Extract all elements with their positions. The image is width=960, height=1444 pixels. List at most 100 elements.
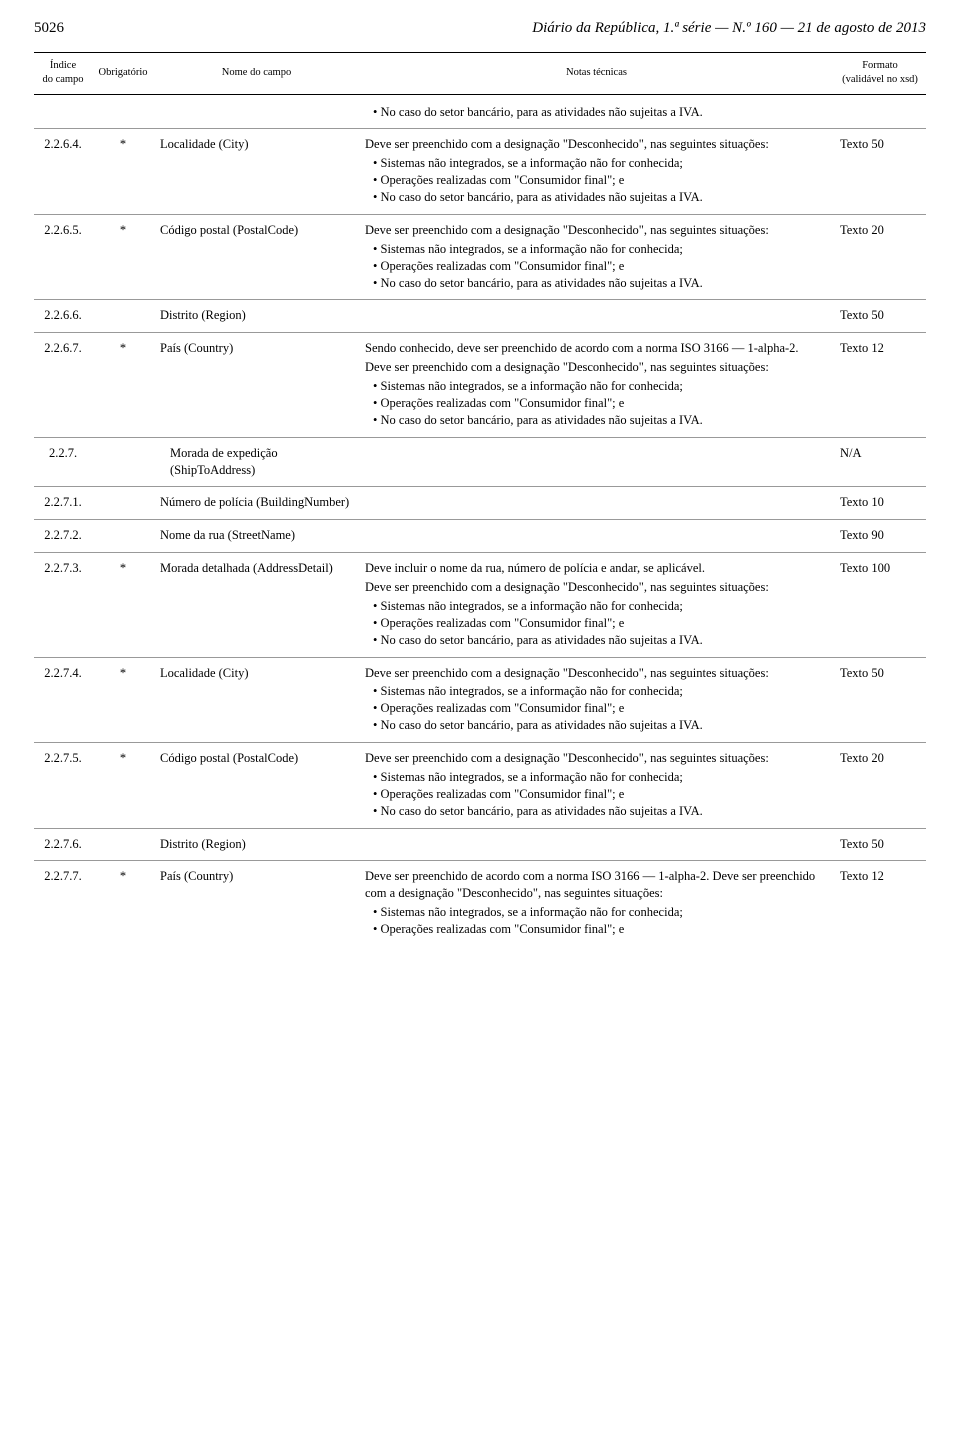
- col-index: Índicedo campo: [34, 53, 92, 94]
- note-bullet: Sistemas não integrados, se a informação…: [373, 904, 828, 921]
- table-header-row: Índicedo campo Obrigatório Nome do campo…: [34, 53, 926, 94]
- table-row: 2.2.7.7. * País (Country) Deve ser preen…: [34, 861, 926, 946]
- table-row: 2.2.7.4. * Localidade (City) Deve ser pr…: [34, 657, 926, 743]
- cell-name: Código postal (PostalCode): [154, 743, 359, 829]
- cell-index: 2.2.7.3.: [34, 553, 92, 657]
- cell-format: Texto 90: [834, 520, 926, 553]
- cell-mandatory: *: [92, 743, 154, 829]
- note-bullet: Sistemas não integrados, se a informação…: [373, 769, 828, 786]
- note-bullet: Operações realizadas com "Consumidor fin…: [373, 921, 828, 938]
- note-bullet: Sistemas não integrados, se a informação…: [373, 241, 828, 258]
- note-bullet: Sistemas não integrados, se a informação…: [373, 378, 828, 395]
- note-bullet: Sistemas não integrados, se a informação…: [373, 155, 828, 172]
- cell-name: Localidade (City): [154, 657, 359, 743]
- cell-notes: Deve ser preenchido de acordo com a norm…: [359, 861, 834, 946]
- cell-format: Texto 10: [834, 487, 926, 520]
- cell-notes: [359, 437, 834, 487]
- table-row: 2.2.7.6. Distrito (Region) Texto 50: [34, 828, 926, 861]
- note-para: Deve ser preenchido com a designação "De…: [365, 222, 828, 239]
- note-para: Deve ser preenchido com a designação "De…: [365, 579, 828, 596]
- note-para: Deve ser preenchido com a designação "De…: [365, 750, 828, 767]
- cell-index: 2.2.7.6.: [34, 828, 92, 861]
- cell-format: Texto 12: [834, 333, 926, 437]
- cell-name: Morada detalhada (AddressDetail): [154, 553, 359, 657]
- cell-format: Texto 50: [834, 129, 926, 215]
- cell-notes: [359, 300, 834, 333]
- cell-notes: No caso do setor bancário, para as ativi…: [359, 94, 834, 129]
- cell-index: 2.2.7.5.: [34, 743, 92, 829]
- cell-name: País (Country): [154, 861, 359, 946]
- cell-format: Texto 100: [834, 553, 926, 657]
- fields-table: Índicedo campo Obrigatório Nome do campo…: [34, 52, 926, 946]
- note-para: Deve ser preenchido de acordo com a norm…: [365, 868, 828, 902]
- cell-mandatory: [92, 487, 154, 520]
- cell-notes: Deve ser preenchido com a designação "De…: [359, 743, 834, 829]
- cell-mandatory: [92, 437, 154, 487]
- cell-index: 2.2.7.7.: [34, 861, 92, 946]
- note-bullet: No caso do setor bancário, para as ativi…: [373, 803, 828, 820]
- cell-format: Texto 20: [834, 743, 926, 829]
- table-row: 2.2.6.7. * País (Country) Sendo conhecid…: [34, 333, 926, 437]
- cell-notes: Sendo conhecido, deve ser preenchido de …: [359, 333, 834, 437]
- cell-index: 2.2.6.5.: [34, 214, 92, 300]
- cell-name: Distrito (Region): [154, 300, 359, 333]
- cell-mandatory: [92, 94, 154, 129]
- col-notes: Notas técnicas: [359, 53, 834, 94]
- cell-mandatory: *: [92, 861, 154, 946]
- page-number: 5026: [34, 18, 64, 38]
- cell-mandatory: *: [92, 129, 154, 215]
- note-bullet: Operações realizadas com "Consumidor fin…: [373, 615, 828, 632]
- table-row: 2.2.7.2. Nome da rua (StreetName) Texto …: [34, 520, 926, 553]
- cell-notes: [359, 487, 834, 520]
- cell-mandatory: [92, 300, 154, 333]
- col-format: Formato(validável no xsd): [834, 53, 926, 94]
- cell-mandatory: [92, 828, 154, 861]
- cell-name: País (Country): [154, 333, 359, 437]
- cell-notes: [359, 520, 834, 553]
- table-row: No caso do setor bancário, para as ativi…: [34, 94, 926, 129]
- cell-mandatory: *: [92, 657, 154, 743]
- cell-mandatory: *: [92, 333, 154, 437]
- cell-index: 2.2.6.7.: [34, 333, 92, 437]
- cell-format: Texto 12: [834, 861, 926, 946]
- cell-mandatory: [92, 520, 154, 553]
- cell-index: 2.2.7.1.: [34, 487, 92, 520]
- cell-format: Texto 50: [834, 657, 926, 743]
- cell-notes: Deve incluir o nome da rua, número de po…: [359, 553, 834, 657]
- cell-format: Texto 50: [834, 828, 926, 861]
- cell-name: [154, 94, 359, 129]
- note-bullet: Operações realizadas com "Consumidor fin…: [373, 700, 828, 717]
- note-bullet: No caso do setor bancário, para as ativi…: [373, 104, 828, 121]
- cell-name: Código postal (PostalCode): [154, 214, 359, 300]
- cell-format: [834, 94, 926, 129]
- table-row: 2.2.6.4. * Localidade (City) Deve ser pr…: [34, 129, 926, 215]
- cell-name: Localidade (City): [154, 129, 359, 215]
- cell-notes: Deve ser preenchido com a designação "De…: [359, 657, 834, 743]
- table-row: 2.2.7. Morada de expedição (ShipToAddres…: [34, 437, 926, 487]
- publication-title: Diário da República, 1.ª série — N.º 160…: [532, 18, 926, 38]
- note-para: Deve ser preenchido com a designação "De…: [365, 359, 828, 376]
- cell-mandatory: *: [92, 553, 154, 657]
- cell-notes: [359, 828, 834, 861]
- cell-index: 2.2.7.2.: [34, 520, 92, 553]
- cell-name: Nome da rua (StreetName): [154, 520, 359, 553]
- note-bullet: No caso do setor bancário, para as ativi…: [373, 275, 828, 292]
- page-header: 5026 Diário da República, 1.ª série — N.…: [34, 18, 926, 38]
- note-para: Deve incluir o nome da rua, número de po…: [365, 560, 828, 577]
- cell-name: Distrito (Region): [154, 828, 359, 861]
- note-bullet: Sistemas não integrados, se a informação…: [373, 683, 828, 700]
- cell-index: 2.2.6.4.: [34, 129, 92, 215]
- cell-name: Morada de expedição (ShipToAddress): [154, 437, 359, 487]
- note-bullet: Operações realizadas com "Consumidor fin…: [373, 172, 828, 189]
- cell-index: [34, 94, 92, 129]
- note-bullet: No caso do setor bancário, para as ativi…: [373, 632, 828, 649]
- cell-notes: Deve ser preenchido com a designação "De…: [359, 129, 834, 215]
- cell-mandatory: *: [92, 214, 154, 300]
- table-row: 2.2.6.5. * Código postal (PostalCode) De…: [34, 214, 926, 300]
- table-row: 2.2.7.1. Número de polícia (BuildingNumb…: [34, 487, 926, 520]
- cell-index: 2.2.7.: [34, 437, 92, 487]
- note-para: Deve ser preenchido com a designação "De…: [365, 665, 828, 682]
- cell-format: Texto 20: [834, 214, 926, 300]
- table-row: 2.2.7.5. * Código postal (PostalCode) De…: [34, 743, 926, 829]
- cell-name: Número de polícia (BuildingNumber): [154, 487, 359, 520]
